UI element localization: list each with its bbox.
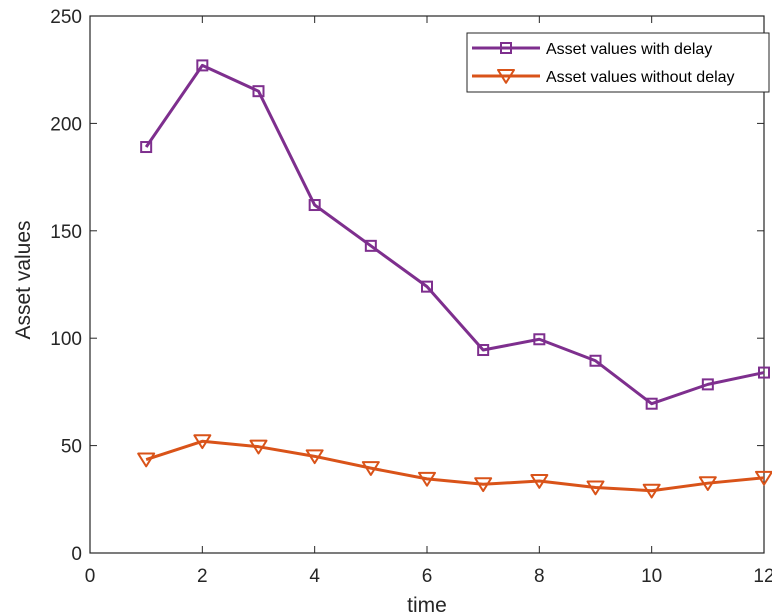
legend-marker xyxy=(500,42,512,54)
data-point xyxy=(530,474,549,489)
legend-box xyxy=(466,32,770,93)
y-tick-label: 200 xyxy=(50,114,82,135)
data-point xyxy=(361,461,380,476)
data-point xyxy=(474,477,493,493)
series-line xyxy=(144,63,765,406)
data-point xyxy=(196,59,209,72)
data-point xyxy=(249,439,268,455)
x-tick-label: 4 xyxy=(309,566,320,587)
data-point xyxy=(701,378,714,391)
data-point xyxy=(421,280,433,293)
data-point xyxy=(698,476,717,491)
legend: Asset values with delay Asset values with… xyxy=(466,32,770,93)
y-tick-label: 50 xyxy=(61,437,82,458)
y-tick-label: 100 xyxy=(50,329,82,350)
y-tick-label: 150 xyxy=(50,222,82,243)
data-point xyxy=(755,470,772,486)
data-point xyxy=(137,452,156,468)
y-axis-ticks: 0 50 100 150 200 250 xyxy=(50,7,764,565)
series-2 xyxy=(137,434,772,499)
data-point xyxy=(418,471,436,487)
x-tick-label: 2 xyxy=(197,566,208,587)
data-point xyxy=(364,239,377,252)
x-tick-label: 6 xyxy=(422,566,433,587)
data-point xyxy=(758,366,770,379)
series-1 xyxy=(140,59,770,410)
data-point xyxy=(308,199,321,212)
data-point xyxy=(586,480,605,496)
data-point xyxy=(477,344,490,357)
series-line xyxy=(145,439,765,493)
x-axis-label: time xyxy=(407,594,447,615)
x-axis-ticks: 0 2 4 6 8 10 12 xyxy=(85,16,772,587)
data-point xyxy=(645,397,658,410)
data-point xyxy=(533,333,546,346)
x-tick-label: 8 xyxy=(534,566,545,587)
x-tick-label: 12 xyxy=(753,566,772,587)
data-point xyxy=(642,483,661,499)
data-point xyxy=(305,449,324,465)
legend-marker xyxy=(497,69,515,84)
legend-label: Asset values with delay xyxy=(546,41,712,58)
x-tick-label: 10 xyxy=(641,566,662,587)
y-axis-label: Asset values xyxy=(12,220,35,339)
legend-label: Asset values without delay xyxy=(546,69,735,86)
data-point xyxy=(193,434,212,450)
data-point xyxy=(589,354,602,367)
y-tick-label: 250 xyxy=(50,7,82,28)
data-point xyxy=(252,85,265,98)
series-layer xyxy=(137,59,772,499)
data-point xyxy=(140,141,153,154)
y-tick-label: 0 xyxy=(71,544,82,565)
x-tick-label: 0 xyxy=(85,566,96,587)
